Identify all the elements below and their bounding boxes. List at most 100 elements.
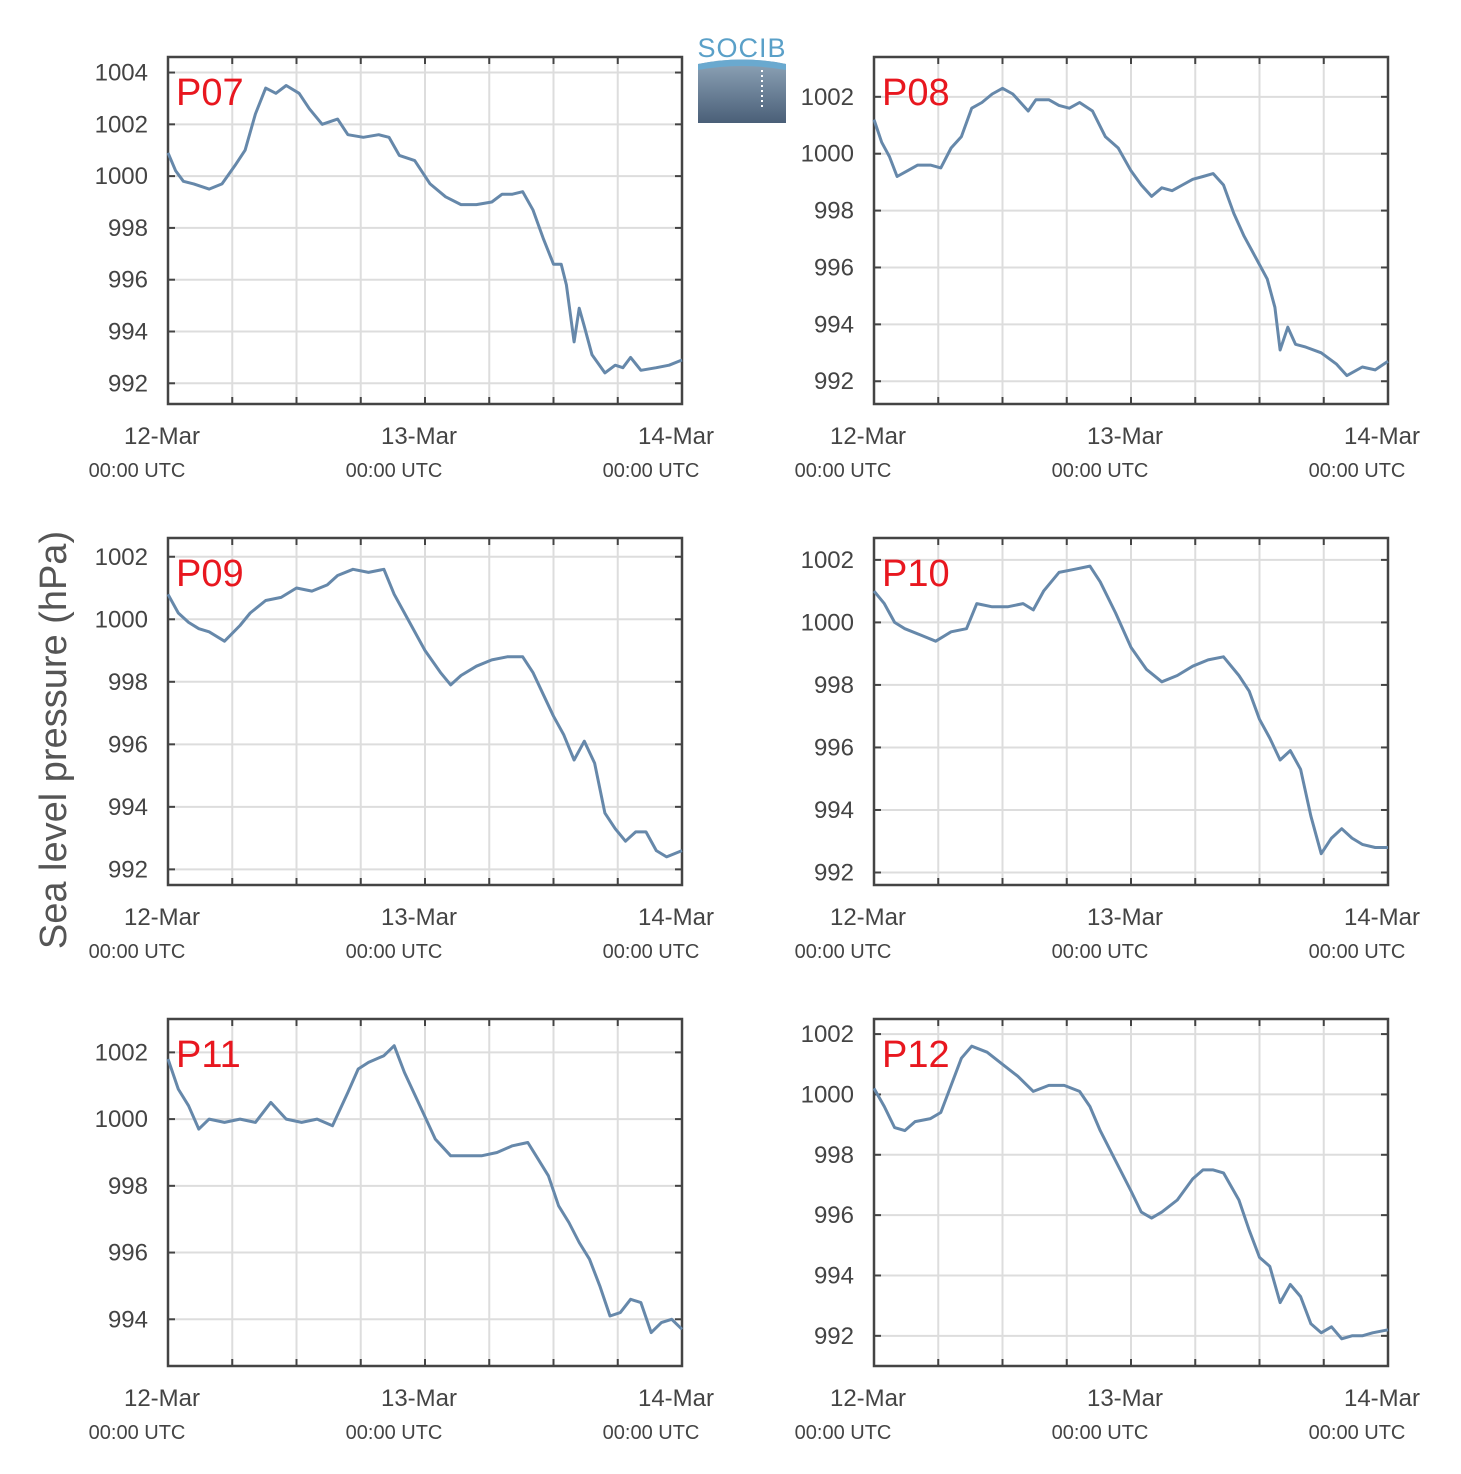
x-tick-sublabel: 00:00 UTC — [1052, 1422, 1149, 1444]
y-tick-label: 992 — [814, 859, 854, 886]
x-tick-label: 13-Mar — [1087, 1385, 1163, 1412]
x-tick-label: 13-Mar — [381, 423, 457, 450]
plot-frame — [166, 55, 684, 406]
x-tick-sublabel: 00:00 UTC — [1309, 1422, 1406, 1444]
pressure-series-line — [166, 84, 683, 375]
x-tick-sublabel: 00:00 UTC — [603, 1422, 700, 1444]
y-tick-label: 998 — [814, 198, 854, 225]
y-tick-label: 1002 — [95, 544, 148, 571]
logo-text: SOCIB — [697, 33, 786, 63]
x-tick-sublabel: 00:00 UTC — [1052, 941, 1149, 963]
y-tick-label: 994 — [814, 1262, 854, 1289]
y-tick-label: 1004 — [95, 60, 148, 87]
x-tick-label: 14-Mar — [638, 904, 714, 931]
x-tick-label: 12-Mar — [124, 904, 200, 931]
x-tick-sublabel: 00:00 UTC — [89, 460, 186, 482]
y-tick-label: 998 — [108, 215, 148, 242]
y-tick-label: 998 — [814, 1142, 854, 1169]
socib-logo: SOCIB — [697, 33, 786, 123]
x-tick-sublabel: 00:00 UTC — [346, 460, 443, 482]
plot-frame — [166, 536, 684, 887]
y-tick-label: 1000 — [95, 163, 148, 190]
panel-p07: 992 994 996 998 1000 1002 1004 12-Mar 00:00 UTC 1… — [89, 55, 714, 482]
y-axis-label: Sea level pressure (hPa) — [33, 531, 75, 949]
x-tick-label: 14-Mar — [1344, 1385, 1420, 1412]
x-tick-label: 14-Mar — [638, 423, 714, 450]
y-tick-label: 994 — [814, 797, 854, 824]
panel-label: P08 — [882, 72, 950, 114]
panel-label: P10 — [882, 553, 950, 595]
x-tick-label: 14-Mar — [1344, 904, 1420, 931]
y-tick-label: 996 — [108, 731, 148, 758]
panel-p11: 994 996 998 1000 1002 12-Mar 00:00 UTC 13-Mar 00… — [89, 1017, 714, 1444]
pressure-series-line — [872, 564, 1388, 856]
x-tick-label: 13-Mar — [1087, 904, 1163, 931]
x-tick-label: 12-Mar — [124, 1385, 200, 1412]
y-tick-label: 996 — [108, 267, 148, 294]
y-tick-label: 1000 — [801, 1081, 854, 1108]
x-tick-label: 13-Mar — [381, 1385, 457, 1412]
x-tick-label: 14-Mar — [1344, 423, 1420, 450]
x-tick-sublabel: 00:00 UTC — [89, 941, 186, 963]
y-tick-label: 998 — [108, 1173, 148, 1200]
plot-frame — [166, 1017, 684, 1368]
panel-p08: 992 994 996 998 1000 1002 12-Mar 00:00 UTC 13-Ma… — [795, 55, 1420, 482]
x-tick-label: 13-Mar — [381, 904, 457, 931]
plot-frame — [872, 55, 1390, 406]
x-tick-label: 12-Mar — [830, 1385, 906, 1412]
panel-label: P07 — [176, 72, 244, 114]
x-tick-label: 13-Mar — [1087, 423, 1163, 450]
y-tick-label: 992 — [814, 1323, 854, 1350]
x-tick-sublabel: 00:00 UTC — [346, 941, 443, 963]
x-tick-sublabel: 00:00 UTC — [1309, 460, 1406, 482]
y-tick-label: 1000 — [801, 141, 854, 168]
x-tick-sublabel: 00:00 UTC — [1052, 460, 1149, 482]
pressure-series-line — [872, 86, 1389, 378]
x-tick-sublabel: 00:00 UTC — [603, 460, 700, 482]
logo-wave-icon — [698, 59, 786, 123]
logo-wave-crest — [698, 59, 786, 70]
panel-label: P11 — [176, 1034, 241, 1076]
x-tick-label: 12-Mar — [830, 904, 906, 931]
plot-frame — [872, 1017, 1390, 1368]
y-tick-label: 1000 — [95, 1106, 148, 1133]
y-tick-label: 1002 — [801, 1021, 854, 1048]
y-tick-label: 996 — [108, 1240, 148, 1267]
y-tick-label: 992 — [108, 856, 148, 883]
y-tick-label: 994 — [814, 311, 854, 338]
y-tick-label: 998 — [108, 669, 148, 696]
y-tick-label: 1000 — [95, 606, 148, 633]
panels: 992 994 996 998 1000 1002 1004 12-Mar 00:00 UTC 1… — [89, 55, 1420, 1444]
panel-p10: 992 994 996 998 1000 1002 12-Mar 00:00 UTC 13-Ma… — [795, 536, 1420, 963]
y-tick-label: 994 — [108, 318, 148, 345]
y-tick-label: 996 — [814, 1202, 854, 1229]
y-tick-label: 1002 — [801, 547, 854, 574]
x-tick-label: 14-Mar — [638, 1385, 714, 1412]
x-tick-sublabel: 00:00 UTC — [346, 1422, 443, 1444]
plot-frame — [872, 536, 1390, 887]
y-tick-label: 1002 — [95, 1039, 148, 1066]
panel-label: P12 — [882, 1034, 950, 1076]
y-tick-label: 992 — [814, 368, 854, 395]
x-tick-sublabel: 00:00 UTC — [89, 1422, 186, 1444]
x-tick-label: 12-Mar — [830, 423, 906, 450]
panel-p09: 992 994 996 998 1000 1002 12-Mar 00:00 UTC 13-Ma… — [89, 536, 714, 963]
x-tick-sublabel: 00:00 UTC — [795, 941, 892, 963]
y-tick-label: 994 — [108, 1306, 148, 1333]
x-tick-sublabel: 00:00 UTC — [1309, 941, 1406, 963]
y-tick-label: 992 — [108, 370, 148, 397]
x-tick-sublabel: 00:00 UTC — [795, 460, 892, 482]
y-tick-label: 996 — [814, 254, 854, 281]
panel-label: P09 — [176, 553, 244, 595]
pressure-series-line — [166, 1044, 684, 1335]
panel-p12: 992 994 996 998 1000 1002 12-Mar 00:00 UTC 13-Ma… — [795, 1017, 1420, 1444]
x-tick-sublabel: 00:00 UTC — [795, 1422, 892, 1444]
pressure-series-line — [872, 1044, 1389, 1341]
y-tick-label: 1002 — [801, 84, 854, 111]
pressure-series-line — [166, 567, 683, 859]
x-tick-label: 12-Mar — [124, 423, 200, 450]
y-tick-label: 1002 — [95, 111, 148, 138]
y-tick-label: 998 — [814, 672, 854, 699]
y-tick-label: 994 — [108, 794, 148, 821]
